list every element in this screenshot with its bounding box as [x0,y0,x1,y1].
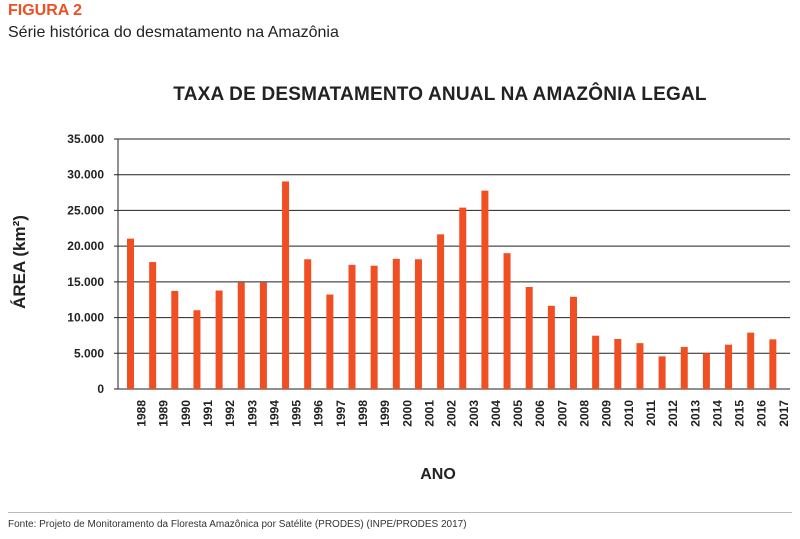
x-tick-label-1994: 1994 [267,400,281,427]
x-tick-label-2000: 2000 [400,400,414,427]
x-tick-label-1992: 1992 [223,400,237,427]
x-tick-label-2003: 2003 [467,400,481,427]
bars [127,181,777,389]
x-tick-label-2002: 2002 [445,400,459,427]
chart-title: TAXA DE DESMATAMENTO ANUAL NA AMAZÔNIA L… [173,84,707,105]
y-tick-label: 10.000 [67,311,104,325]
bar-1989 [149,262,157,389]
x-tick-label-2009: 2009 [600,400,614,427]
bar-2015 [725,344,733,389]
x-tick-label-1998: 1998 [356,400,370,427]
x-tick-label-2013: 2013 [688,400,702,427]
x-tick-label-1988: 1988 [135,400,149,427]
footer-divider [8,512,792,513]
x-tick-label-2005: 2005 [511,400,525,427]
x-tick-label-2006: 2006 [533,400,547,427]
bar-2001 [414,259,422,389]
x-tick-label-2008: 2008 [578,400,592,427]
bar-1996 [304,259,312,389]
bar-1994 [259,282,267,389]
bar-2006 [525,286,533,389]
x-tick-label-1993: 1993 [245,400,259,427]
x-tick-label-2017: 2017 [777,400,791,427]
x-axis: 1988 1989 1990 1991 1992 1993 1994 1995 1996 1997… [135,400,791,427]
bar-1990 [171,290,179,389]
x-tick-label-1999: 1999 [378,400,392,427]
y-tick-label: 15.000 [67,275,104,289]
bar-1999 [370,265,378,389]
bar-2000 [392,258,400,389]
bar-1992 [215,290,223,389]
bar-2011 [636,343,644,389]
figure-label: FIGURA 2 [8,2,83,19]
x-tick-label-1989: 1989 [157,400,171,427]
y-axis: 0 5.000 10.000 15.000 20.000 25.000 30.000 35.0… [67,132,790,396]
bar-2017 [769,339,777,389]
x-tick-label-2014: 2014 [710,400,724,427]
x-tick-label-1997: 1997 [334,400,348,427]
bar-2002 [437,234,445,389]
y-tick-label: 20.000 [67,239,104,253]
y-tick-label: 30.000 [67,168,104,182]
bar-2004 [481,190,489,389]
y-tick-label: 35.000 [67,132,104,146]
x-tick-label-1996: 1996 [312,400,326,427]
x-tick-label-2010: 2010 [622,400,636,427]
bar-2012 [658,356,666,389]
source-note: Fonte: Projeto de Monitoramento da Flore… [8,519,467,530]
bar-1998 [348,264,356,389]
bar-1993 [237,282,245,389]
x-tick-label-2016: 2016 [755,400,769,427]
bar-2008 [570,296,577,389]
x-tick-label-2004: 2004 [489,400,503,427]
bar-2016 [747,332,755,389]
bar-2003 [459,207,467,389]
x-tick-label-2001: 2001 [422,400,436,427]
bar-2005 [503,253,511,389]
x-axis-label: ANO [420,466,456,483]
x-tick-label-2012: 2012 [666,400,680,427]
bar-2010 [614,339,622,389]
x-tick-label-2015: 2015 [733,400,747,427]
y-tick-label: 0 [97,382,104,396]
bar-2013 [680,346,688,389]
bar-1988 [127,238,134,389]
x-tick-label-2011: 2011 [644,400,658,426]
bar-2007 [547,305,555,389]
bar-1997 [326,294,334,389]
bar-1991 [193,310,201,389]
bar-2014 [702,353,710,389]
figure-subtitle: Série histórica do desmatamento na Amazô… [8,24,339,41]
y-tick-label: 5.000 [74,346,104,360]
x-tick-label-1995: 1995 [290,400,304,427]
x-tick-label-2007: 2007 [555,400,569,427]
bar-1995 [282,181,290,389]
bar-2009 [592,335,600,389]
y-tick-label: 25.000 [67,203,104,217]
y-axis-label: ÁREA (km²) [10,215,29,309]
x-tick-label-1991: 1991 [201,400,215,427]
x-tick-label-1990: 1990 [179,400,193,427]
